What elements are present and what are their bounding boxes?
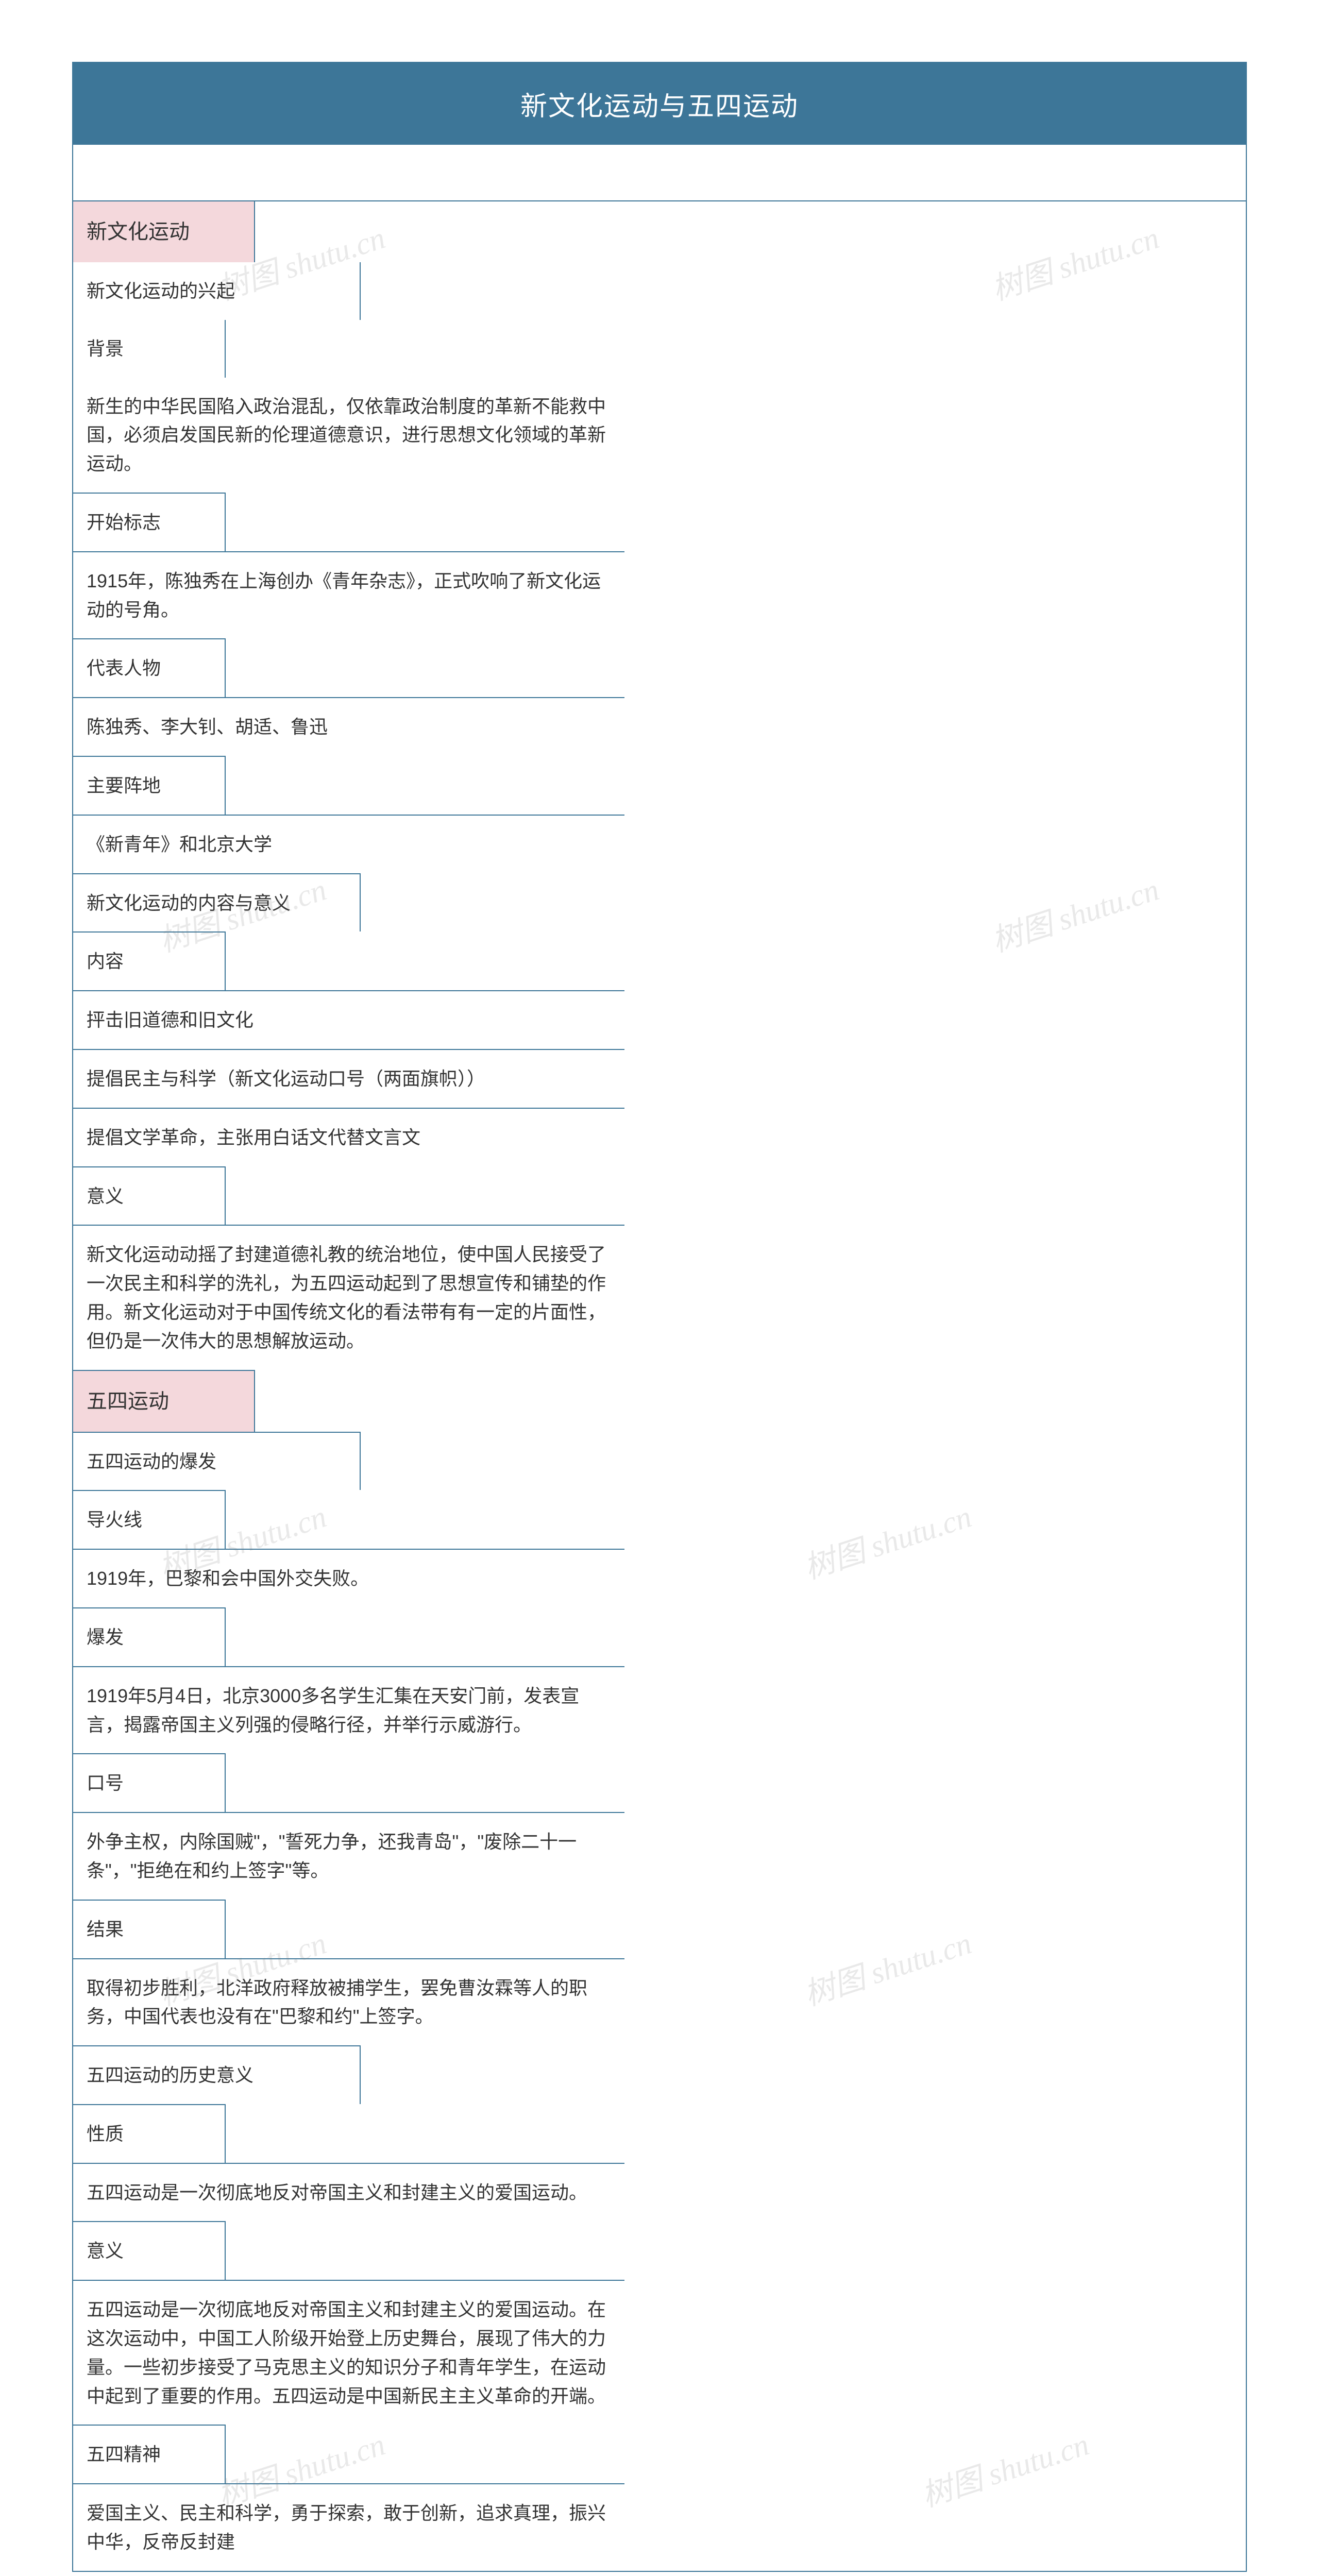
level3-cell: 主要阵地 xyxy=(73,756,226,815)
level3-cell: 背景 xyxy=(73,320,226,378)
value-cell: 《新青年》和北京大学 xyxy=(73,815,624,873)
value-cell: 1919年，巴黎和会中国外交失败。 xyxy=(73,1549,624,1607)
title-gap xyxy=(73,145,1246,201)
value-cell: 1915年，陈独秀在上海创办《青年杂志》，正式吹响了新文化运动的号角。 xyxy=(73,551,624,639)
value-cell: 取得初步胜利，北洋政府释放被捕学生，罢免曹汝霖等人的职务，中国代表也没有在"巴黎… xyxy=(73,1958,624,2046)
value-cell: 提倡文学革命，主张用白话文代替文言文 xyxy=(73,1108,624,1166)
level3-cell: 结果 xyxy=(73,1900,226,1958)
level3-cell: 口号 xyxy=(73,1753,226,1812)
table-container: 新文化运动与五四运动 新文化运动新文化运动的兴起背景新生的中华民国陷入政治混乱，… xyxy=(72,62,1247,2572)
value-cell: 1919年5月4日，北京3000多名学生汇集在天安门前，发表宣言，揭露帝国主义列… xyxy=(73,1666,624,1754)
level2-cell: 五四运动的爆发 xyxy=(73,1432,361,1490)
level3-cell: 内容 xyxy=(73,931,226,990)
value-cell: 陈独秀、李大钊、胡适、鲁迅 xyxy=(73,697,624,756)
level2-cell: 五四运动的历史意义 xyxy=(73,2045,361,2104)
level3-cell: 代表人物 xyxy=(73,638,226,697)
level3-cell: 导火线 xyxy=(73,1490,226,1549)
value-cell: 抨击旧道德和旧文化 xyxy=(73,990,624,1049)
table-body: 新文化运动新文化运动的兴起背景新生的中华民国陷入政治混乱，仅依靠政治制度的革新不… xyxy=(73,201,1246,2571)
value-cell: 新文化运动动摇了封建道德礼教的统治地位，使中国人民接受了一次民主和科学的洗礼，为… xyxy=(73,1225,624,1369)
level2-cell: 新文化运动的兴起 xyxy=(73,262,361,320)
value-cell: 提倡民主与科学（新文化运动口号（两面旗帜）） xyxy=(73,1049,624,1108)
level3-cell: 五四精神 xyxy=(73,2425,226,2483)
level2-cell: 新文化运动的内容与意义 xyxy=(73,873,361,932)
level1-cell: 新文化运动 xyxy=(73,201,255,262)
value-cell: 五四运动是一次彻底地反对帝国主义和封建主义的爱国运动。 xyxy=(73,2163,624,2222)
value-cell: 新生的中华民国陷入政治混乱，仅依靠政治制度的革新不能救中国，必须启发国民新的伦理… xyxy=(73,378,624,493)
level3-cell: 爆发 xyxy=(73,1607,226,1666)
table-title: 新文化运动与五四运动 xyxy=(73,63,1246,145)
level3-cell: 意义 xyxy=(73,2221,226,2280)
value-cell: 爱国主义、民主和科学，勇于探索，敢于创新，追求真理，振兴中华，反帝反封建 xyxy=(73,2483,624,2571)
level3-cell: 性质 xyxy=(73,2104,226,2163)
value-cell: 五四运动是一次彻底地反对帝国主义和封建主义的爱国运动。在这次运动中，中国工人阶级… xyxy=(73,2280,624,2425)
value-cell: 外争主权，内除国贼"，"誓死力争，还我青岛"，"废除二十一条"，"拒绝在和约上签… xyxy=(73,1812,624,1900)
level3-cell: 意义 xyxy=(73,1166,226,1225)
level1-cell: 五四运动 xyxy=(73,1370,255,1432)
level3-cell: 开始标志 xyxy=(73,493,226,551)
